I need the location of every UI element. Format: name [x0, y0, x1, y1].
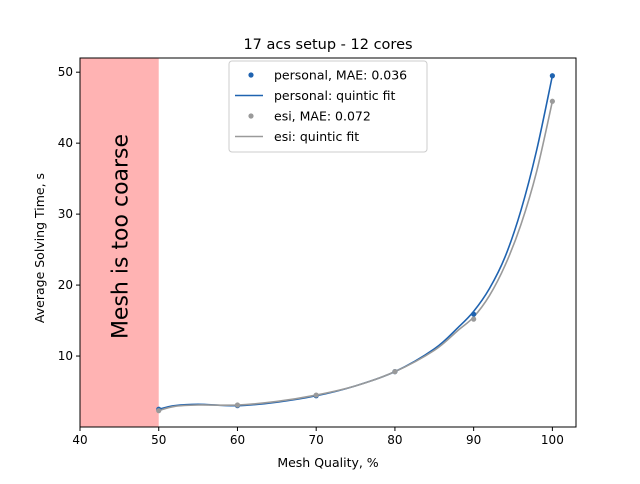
series-point-0-4	[471, 311, 477, 317]
y-tick-label-30: 30	[58, 207, 73, 221]
series-point-1-0	[156, 408, 162, 414]
x-tick-label-70: 70	[309, 433, 324, 447]
series-point-1-3	[392, 369, 398, 375]
plot-area: Mesh is too coarse	[80, 58, 555, 427]
axes-frame	[79, 57, 577, 428]
legend-label-3: esi: quintic fit	[274, 129, 359, 144]
series-point-1-2	[313, 392, 319, 398]
x-tick-label-50: 50	[151, 433, 166, 447]
shaded-region	[80, 58, 159, 427]
y-tick-label-50: 50	[58, 65, 73, 79]
series-point-0-5	[549, 73, 555, 79]
shaded-region-label: Mesh is too coarse	[108, 134, 133, 339]
x-tick-label-90: 90	[466, 433, 481, 447]
legend-label-0: personal, MAE: 0.036	[274, 68, 407, 83]
legend-label-2: esi, MAE: 0.072	[274, 109, 371, 124]
y-tick-label-20: 20	[58, 278, 73, 292]
x-axis-label: Mesh Quality, %	[277, 455, 378, 470]
y-axis-label: Average Solving Time, s	[32, 173, 47, 323]
legend-label-1: personal: quintic fit	[274, 88, 396, 103]
legend-marker-2	[248, 113, 254, 119]
chart-title: 17 acs setup - 12 cores	[243, 37, 412, 53]
axes: 40 50 60 70 80 90 100 10 20 30 40 50	[58, 57, 577, 447]
series-line-1	[158, 101, 554, 412]
y-tick-label-40: 40	[58, 136, 73, 150]
x-tick-label-40: 40	[72, 433, 87, 447]
x-tick-label-80: 80	[387, 433, 402, 447]
legend: personal, MAE: 0.036 personal: quintic fi…	[228, 60, 428, 153]
series-point-1-4	[471, 316, 477, 322]
x-tick-label-100: 100	[541, 433, 564, 447]
series-point-1-5	[549, 98, 555, 104]
x-tick-label-60: 60	[230, 433, 245, 447]
series-point-1-1	[234, 402, 241, 408]
legend-box	[228, 60, 428, 153]
legend-marker-0	[248, 72, 254, 78]
y-tick-label-10: 10	[58, 349, 73, 363]
